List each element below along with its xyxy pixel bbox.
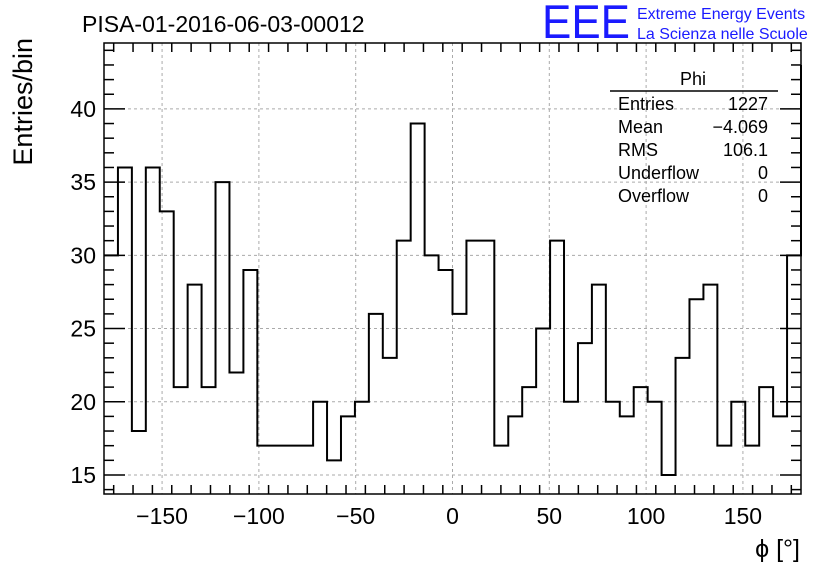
y-tick-labels: 15 20 25 30 35 40 bbox=[70, 96, 96, 488]
eee-logo-mark: EEE bbox=[542, 0, 630, 48]
stats-value-overflow: 0 bbox=[758, 186, 768, 206]
stats-label-underflow: Underflow bbox=[618, 163, 700, 183]
x-tick-label: 100 bbox=[627, 503, 665, 529]
logo-line-2: La Scienza nelle Scuole bbox=[637, 26, 808, 43]
grid-lines bbox=[104, 43, 801, 494]
histogram-step-line bbox=[104, 64, 802, 476]
stats-label-mean: Mean bbox=[618, 117, 663, 137]
x-axis-label: ϕ [°] bbox=[755, 535, 800, 563]
stats-label-overflow: Overflow bbox=[618, 186, 690, 206]
y-axis-label: Entries/bin bbox=[8, 38, 38, 166]
stats-value-underflow: 0 bbox=[758, 163, 768, 183]
run-title: PISA-01-2016-06-03-00012 bbox=[82, 11, 365, 37]
x-tick-label: −150 bbox=[136, 503, 188, 529]
y-tick-label: 25 bbox=[70, 316, 96, 342]
x-tick-label: −100 bbox=[233, 503, 285, 529]
y-tick-label: 20 bbox=[70, 389, 96, 415]
plot-frame bbox=[103, 42, 802, 495]
x-tick-label: 50 bbox=[537, 503, 563, 529]
stats-value-entries: 1227 bbox=[728, 94, 768, 114]
x-tick-label: −50 bbox=[336, 503, 375, 529]
x-tick-labels: −150 −100 −50 0 50 100 150 bbox=[136, 503, 762, 529]
stats-label-entries: Entries bbox=[618, 94, 674, 114]
stats-box: Phi Entries 1227 Mean −4.069 RMS 106.1 U… bbox=[610, 69, 778, 206]
x-tick-label: 150 bbox=[724, 503, 762, 529]
x-tick-label: 0 bbox=[446, 503, 459, 529]
stats-value-rms: 106.1 bbox=[723, 140, 768, 160]
stats-label-rms: RMS bbox=[618, 140, 658, 160]
stats-value-mean: −4.069 bbox=[712, 117, 768, 137]
y-tick-label: 30 bbox=[70, 242, 96, 268]
axis-ticks bbox=[104, 43, 801, 494]
logo-line-1: Extreme Energy Events bbox=[637, 6, 805, 23]
stats-title: Phi bbox=[680, 69, 706, 89]
y-tick-label: 15 bbox=[70, 462, 96, 488]
y-tick-label: 35 bbox=[70, 169, 96, 195]
y-tick-label: 40 bbox=[70, 96, 96, 122]
